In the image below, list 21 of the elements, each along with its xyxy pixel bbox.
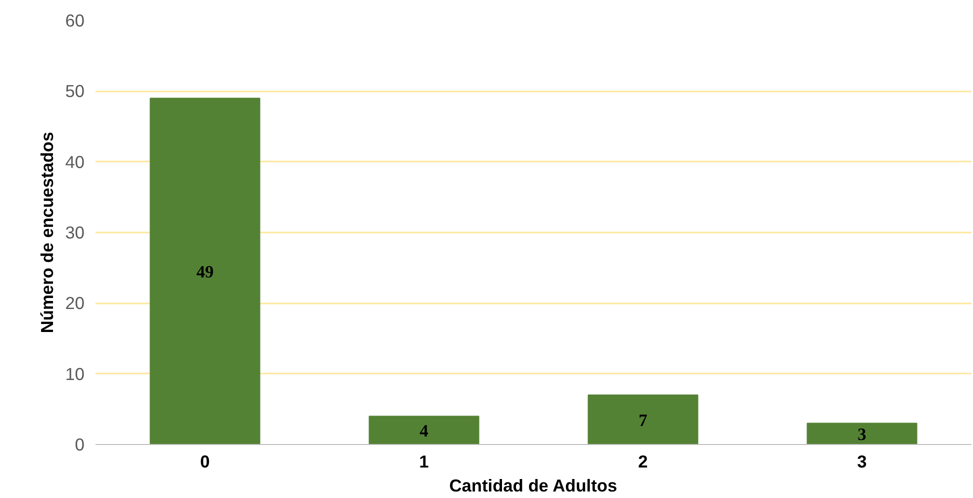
y-tick-label: 20 (65, 293, 85, 314)
x-tick-label: 1 (419, 452, 430, 472)
data-label: 49 (196, 262, 214, 282)
y-axis-title: Número de encuestados (37, 132, 58, 334)
data-label: 3 (858, 424, 867, 444)
data-label: 4 (420, 421, 429, 440)
y-tick-label: 10 (65, 364, 85, 384)
bar (368, 416, 480, 444)
x-tick-label: 2 (638, 452, 648, 472)
x-tick-label: 0 (200, 452, 210, 472)
bar (588, 394, 698, 444)
bar (150, 98, 260, 444)
y-tick-label: 30 (65, 222, 85, 242)
bar (806, 422, 918, 444)
y-tick-label: 0 (74, 434, 85, 454)
y-tick-label: 60 (65, 10, 85, 30)
y-tick-label: 50 (65, 81, 85, 102)
x-axis-title: Cantidad de Adultos (449, 476, 618, 496)
data-label: 7 (638, 410, 648, 430)
y-tick-label: 40 (65, 152, 85, 172)
x-tick-label: 3 (857, 452, 868, 472)
